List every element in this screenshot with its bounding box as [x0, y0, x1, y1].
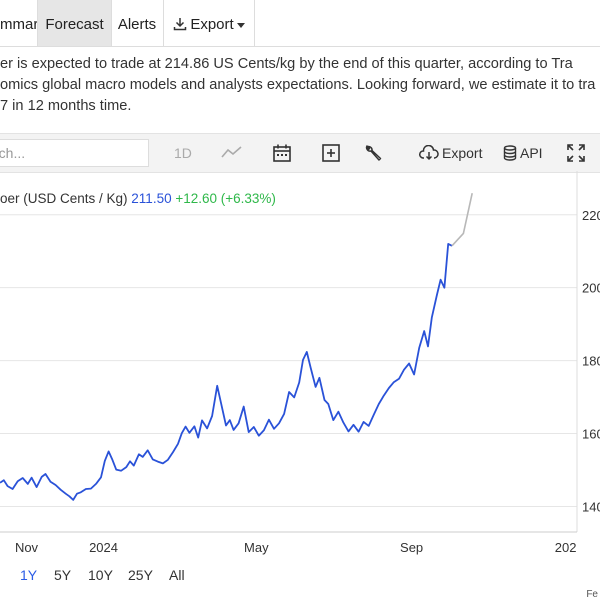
calendar-icon[interactable] — [272, 143, 292, 163]
download-icon — [174, 18, 187, 31]
tab-summary-label: mmary — [0, 16, 37, 33]
tab-alerts-label: Alerts — [117, 16, 157, 33]
legend-change: +12.60 (+6.33%) — [172, 191, 276, 206]
forecast-description: er is expected to trade at 214.86 US Cen… — [0, 54, 600, 117]
range-selector: 1Y 5Y 10Y 25Y All — [0, 561, 600, 591]
x-tick-label: May — [244, 540, 269, 555]
add-indicator-icon[interactable] — [321, 143, 341, 163]
description-line-3: 7 in 12 months time. — [0, 98, 132, 114]
tab-summary[interactable]: mmary — [0, 0, 37, 46]
price-series-line — [0, 243, 453, 501]
chart-legend: oer (USD Cents / Kg) 211.50 +12.60 (+6.3… — [0, 191, 276, 206]
tab-bar: mmary Forecast Alerts Export — [0, 0, 600, 47]
chart-export-button[interactable]: Export — [419, 134, 482, 172]
search-input[interactable] — [0, 139, 149, 167]
x-tick-label: 202 — [555, 540, 577, 555]
range-button-1y[interactable]: 1Y — [20, 567, 38, 583]
y-tick-label: 180 — [582, 354, 600, 369]
y-tick-label: 140 — [582, 499, 600, 514]
tab-export-label: Export — [190, 16, 234, 33]
chart-toolbar: 1D Export API — [0, 133, 600, 173]
x-tick-label: 2024 — [89, 540, 118, 555]
line-chart-icon[interactable] — [221, 144, 243, 162]
footer-text: Fe — [586, 589, 598, 600]
api-label: API — [520, 145, 543, 161]
interval-1d-button[interactable]: 1D — [174, 145, 192, 161]
cloud-download-icon — [419, 144, 439, 161]
tab-alerts[interactable]: Alerts — [111, 0, 164, 46]
fullscreen-icon[interactable] — [566, 143, 586, 163]
tab-export[interactable]: Export — [164, 0, 255, 46]
description-line-1: er is expected to trade at 214.86 US Cen… — [0, 56, 573, 72]
database-icon — [503, 145, 517, 161]
y-tick-label: 160 — [582, 427, 600, 442]
x-tick-label: Sep — [400, 540, 423, 555]
price-chart[interactable]: 220 200 180 160 140 Nov 2024 May Sep 202 oer (USD … — [0, 171, 600, 561]
y-tick-label: 200 — [582, 281, 600, 296]
chart-export-label: Export — [442, 145, 483, 161]
tab-forecast-label: Forecast — [45, 16, 104, 33]
tab-forecast[interactable]: Forecast — [37, 0, 112, 46]
range-button-10y[interactable]: 10Y — [88, 567, 113, 583]
y-tick-label: 220 — [582, 208, 600, 223]
chart-canvas: 220 200 180 160 140 Nov 2024 May Sep 202 oer (USD … — [0, 171, 600, 555]
description-line-2: omics global macro models and analysts e… — [0, 77, 596, 93]
api-button[interactable]: API — [503, 134, 543, 172]
caret-down-icon — [236, 22, 245, 28]
wrench-icon[interactable] — [363, 143, 383, 163]
range-button-25y[interactable]: 25Y — [128, 567, 153, 583]
legend-last-value: 211.50 — [128, 191, 172, 206]
range-button-all[interactable]: All — [169, 567, 185, 583]
range-button-5y[interactable]: 5Y — [54, 567, 72, 583]
x-tick-label: Nov — [15, 540, 39, 555]
legend-series-name: oer (USD Cents / Kg) — [0, 191, 128, 206]
forecast-series-line — [451, 193, 473, 247]
